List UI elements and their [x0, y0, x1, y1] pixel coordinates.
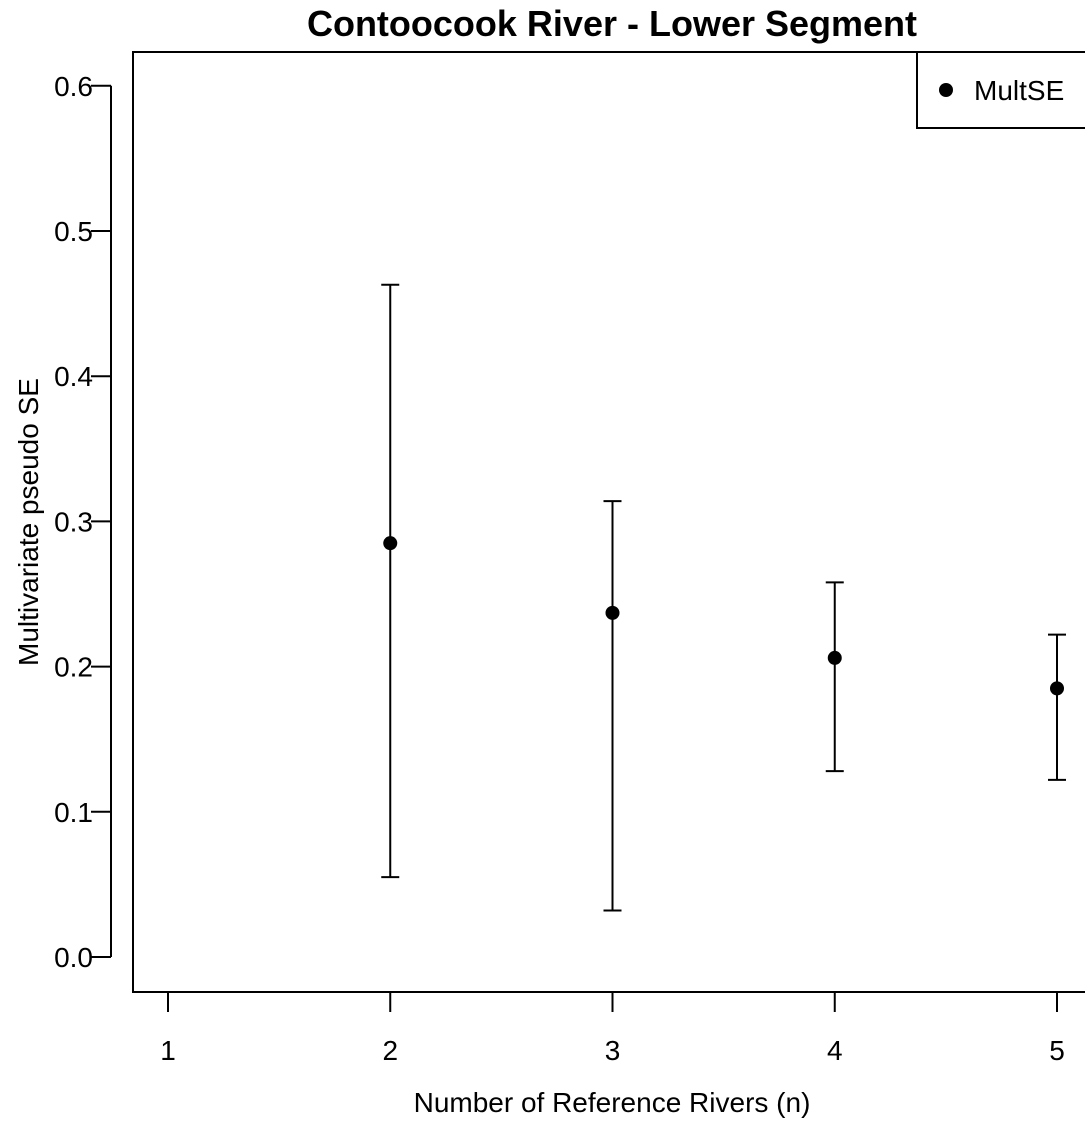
y-axis: 0.0 0.1 0.2 0.3 0.4 0.5 0.6	[54, 71, 112, 973]
chart-title: Contoocook River - Lower Segment	[307, 3, 917, 44]
data-point	[605, 605, 620, 620]
x-tick-label: 2	[382, 1035, 398, 1066]
x-tick-label: 4	[827, 1035, 843, 1066]
data-point	[827, 650, 842, 665]
y-tick-label: 0.0	[54, 942, 93, 973]
y-tick-label: 0.3	[54, 506, 93, 537]
data-marks	[381, 283, 1066, 912]
plot-frame	[132, 51, 1085, 993]
y-tick-label: 0.2	[54, 652, 93, 683]
y-axis-label: Multivariate pseudo SE	[13, 378, 44, 666]
x-tick-label: 5	[1049, 1035, 1065, 1066]
y-tick-label: 0.1	[54, 797, 93, 828]
x-axis: 1 2 3 4 5	[160, 991, 1065, 1066]
x-axis-label: Number of Reference Rivers (n)	[414, 1087, 811, 1118]
y-tick-label: 0.4	[54, 361, 93, 392]
data-point	[1050, 681, 1064, 696]
legend-label-multse: MultSE	[974, 75, 1064, 106]
x-tick-label: 1	[160, 1035, 176, 1066]
y-tick-label: 0.6	[54, 71, 93, 102]
legend: MultSE	[916, 51, 1085, 129]
x-tick-label: 3	[605, 1035, 621, 1066]
data-point	[383, 536, 398, 551]
legend-marker	[939, 83, 953, 97]
y-tick-label: 0.5	[54, 216, 93, 247]
